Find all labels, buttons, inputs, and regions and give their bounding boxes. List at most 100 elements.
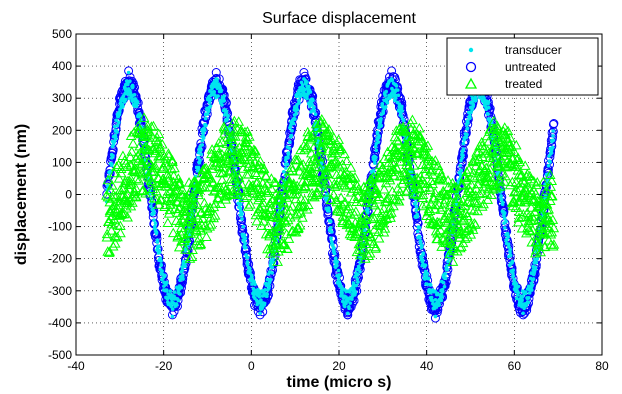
data-point-transducer — [181, 277, 185, 281]
data-point-treated — [137, 168, 149, 179]
data-point-treated — [231, 185, 243, 196]
data-point-treated — [308, 141, 320, 152]
data-point-transducer — [365, 208, 370, 212]
data-point-treated — [436, 170, 448, 181]
data-point-transducer — [245, 260, 250, 264]
data-point-transducer — [291, 121, 296, 126]
data-point-treated — [206, 163, 218, 173]
data-point-treated — [548, 222, 560, 233]
data-point-transducer — [199, 148, 203, 152]
data-point-treated — [372, 194, 383, 204]
data-point-transducer — [311, 98, 315, 103]
data-point-treated — [393, 195, 405, 206]
data-point-treated — [546, 190, 558, 201]
data-point-treated — [470, 183, 482, 194]
data-point-treated — [374, 191, 386, 201]
data-point-transducer — [281, 169, 286, 174]
data-point-treated — [260, 171, 272, 181]
data-point-transducer — [203, 116, 208, 121]
data-point-treated — [301, 140, 312, 151]
data-point-transducer — [417, 235, 422, 239]
data-point-transducer — [172, 290, 177, 294]
data-point-transducer — [336, 276, 341, 280]
data-point-treated — [328, 178, 340, 189]
data-point-transducer — [312, 109, 316, 113]
data-point-treated — [543, 203, 555, 214]
data-point-treated — [278, 197, 290, 208]
data-point-treated — [443, 224, 455, 235]
data-point-treated — [127, 138, 139, 148]
data-point-treated — [266, 202, 277, 213]
data-point-transducer — [395, 88, 400, 92]
data-point-treated — [292, 208, 304, 218]
data-point-transducer — [165, 280, 169, 285]
data-point-treated — [378, 203, 390, 213]
data-point-transducer — [305, 96, 309, 101]
data-point-untreated — [211, 68, 221, 78]
data-point-transducer — [196, 155, 201, 160]
data-point-transducer — [514, 281, 519, 286]
data-point-treated — [409, 125, 421, 135]
data-point-transducer — [548, 160, 552, 164]
data-point-treated — [514, 156, 526, 167]
data-point-treated — [359, 253, 371, 263]
data-point-treated — [513, 212, 525, 222]
data-point-treated — [228, 137, 240, 148]
data-point-treated — [417, 159, 428, 170]
data-point-transducer — [486, 105, 491, 110]
data-point-transducer — [445, 263, 450, 268]
data-point-transducer — [164, 289, 169, 293]
data-point-treated — [424, 205, 436, 216]
data-point-transducer — [442, 284, 447, 289]
data-point-transducer — [415, 212, 420, 217]
data-point-treated — [470, 219, 481, 229]
data-point-treated — [182, 227, 194, 238]
data-point-treated — [334, 160, 345, 171]
data-point-treated — [482, 194, 494, 204]
data-point-transducer — [243, 236, 248, 241]
data-point-transducer — [243, 245, 248, 250]
data-point-treated — [476, 137, 488, 147]
data-point-treated — [333, 141, 345, 151]
data-point-transducer — [429, 295, 434, 300]
data-point-transducer — [374, 155, 378, 160]
data-point-transducer — [200, 138, 204, 143]
data-point-untreated — [543, 168, 553, 178]
data-point-treated — [384, 208, 396, 219]
data-point-transducer — [267, 284, 271, 288]
data-point-transducer — [389, 77, 394, 81]
data-point-treated — [517, 208, 529, 219]
data-point-treated — [321, 126, 332, 137]
data-point-transducer — [300, 93, 304, 98]
data-point-treated — [386, 157, 398, 167]
data-point-transducer — [376, 140, 381, 145]
data-point-transducer — [114, 136, 118, 141]
data-point-treated — [222, 146, 234, 156]
data-point-treated — [106, 180, 118, 190]
data-point-treated — [305, 166, 316, 176]
data-point-transducer — [413, 200, 418, 205]
data-point-treated — [258, 215, 269, 226]
data-point-transducer — [520, 295, 525, 299]
data-point-treated — [357, 243, 369, 254]
data-point-transducer — [265, 292, 269, 296]
data-point-treated — [470, 160, 482, 171]
data-point-treated — [426, 175, 437, 185]
data-point-treated — [478, 143, 489, 153]
data-point-treated — [236, 153, 247, 164]
data-point-treated — [191, 199, 203, 209]
data-point-treated — [387, 186, 398, 196]
data-point-treated — [281, 243, 293, 253]
data-point-treated — [341, 155, 353, 166]
data-point-transducer — [436, 292, 440, 297]
data-point-treated — [519, 197, 530, 207]
data-point-transducer — [253, 282, 257, 287]
data-point-treated — [144, 126, 156, 137]
data-point-transducer — [170, 307, 175, 311]
data-point-transducer — [157, 250, 162, 255]
data-point-treated — [286, 162, 298, 172]
data-point-treated — [386, 207, 397, 217]
data-point-treated — [523, 190, 535, 200]
data-point-transducer — [440, 294, 444, 299]
data-point-transducer — [358, 269, 362, 274]
